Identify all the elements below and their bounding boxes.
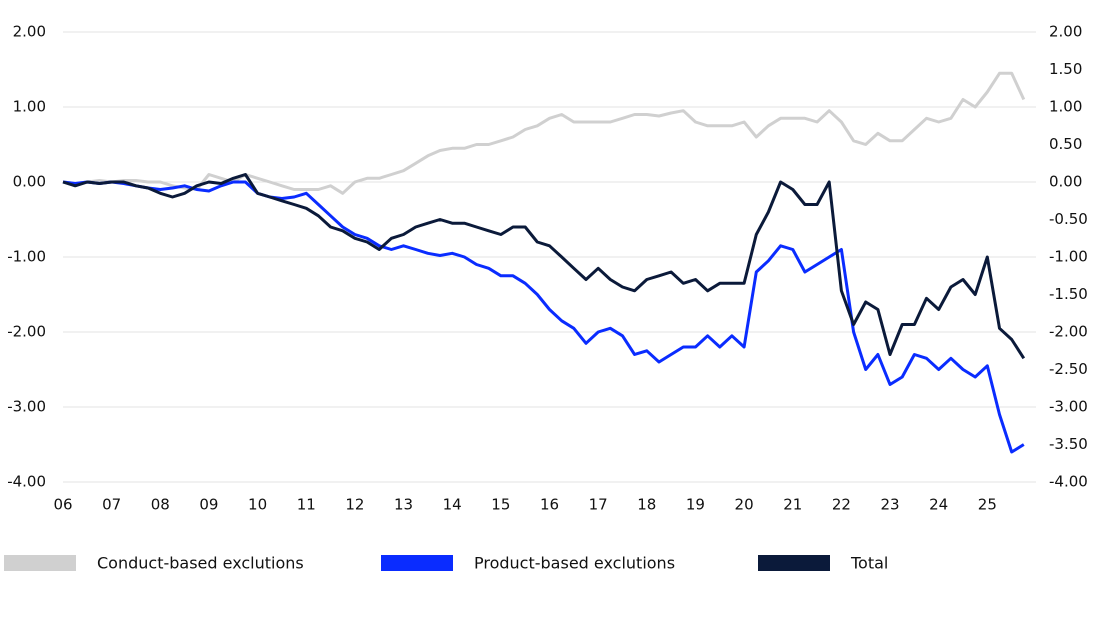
- x-tick-label: 08: [151, 496, 170, 514]
- y2-tick-label: 1.50: [1049, 60, 1082, 78]
- y2-tick-label: -1.00: [1049, 248, 1088, 266]
- x-tick-label: 07: [102, 496, 121, 514]
- y-tick-label: -1.00: [7, 248, 46, 266]
- legend-swatch: [4, 555, 76, 571]
- legend-label: Conduct-based exclutions: [97, 554, 304, 573]
- x-tick-label: 12: [345, 496, 364, 514]
- y2-tick-label: -2.00: [1049, 323, 1088, 341]
- x-tick-label: 19: [686, 496, 705, 514]
- y-tick-label: 2.00: [13, 23, 46, 41]
- x-tick-label: 18: [637, 496, 656, 514]
- x-tick-label: 21: [783, 496, 802, 514]
- y2-tick-label: 0.00: [1049, 173, 1082, 191]
- y2-tick-label: -3.50: [1049, 435, 1088, 453]
- y-tick-label: 0.00: [13, 173, 46, 191]
- y2-tick-label: -4.00: [1049, 473, 1088, 491]
- x-tick-label: 15: [491, 496, 510, 514]
- y-tick-label: -4.00: [7, 473, 46, 491]
- x-tick-label: 17: [589, 496, 608, 514]
- x-tick-label: 06: [53, 496, 72, 514]
- y-tick-label: 1.00: [13, 98, 46, 116]
- x-tick-label: 16: [540, 496, 559, 514]
- x-tick-label: 11: [297, 496, 316, 514]
- series-line: [62, 180, 1025, 454]
- x-tick-label: 14: [443, 496, 462, 514]
- x-tick-label: 09: [199, 496, 218, 514]
- legend-swatch: [758, 555, 830, 571]
- y2-tick-label: -0.50: [1049, 210, 1088, 228]
- y2-tick-label: -1.50: [1049, 285, 1088, 303]
- x-tick-label: 22: [832, 496, 851, 514]
- y2-tick-label: -3.00: [1049, 398, 1088, 416]
- legend-label: Product-based exclutions: [474, 554, 675, 573]
- x-tick-label: 10: [248, 496, 267, 514]
- y-tick-label: -2.00: [7, 323, 46, 341]
- x-tick-label: 20: [735, 496, 754, 514]
- y2-tick-label: -2.50: [1049, 360, 1088, 378]
- y-tick-label: -3.00: [7, 398, 46, 416]
- series-line: [62, 71, 1026, 195]
- y2-tick-label: 1.00: [1049, 98, 1082, 116]
- x-tick-label: 25: [978, 496, 997, 514]
- x-tick-label: 24: [929, 496, 948, 514]
- legend-swatch: [381, 555, 453, 571]
- x-tick-label: 13: [394, 496, 413, 514]
- x-tick-label: 23: [881, 496, 900, 514]
- y2-tick-label: 0.50: [1049, 135, 1082, 153]
- series-line: [62, 173, 1026, 360]
- legend-label: Total: [850, 554, 888, 573]
- y2-tick-label: 2.00: [1049, 23, 1082, 41]
